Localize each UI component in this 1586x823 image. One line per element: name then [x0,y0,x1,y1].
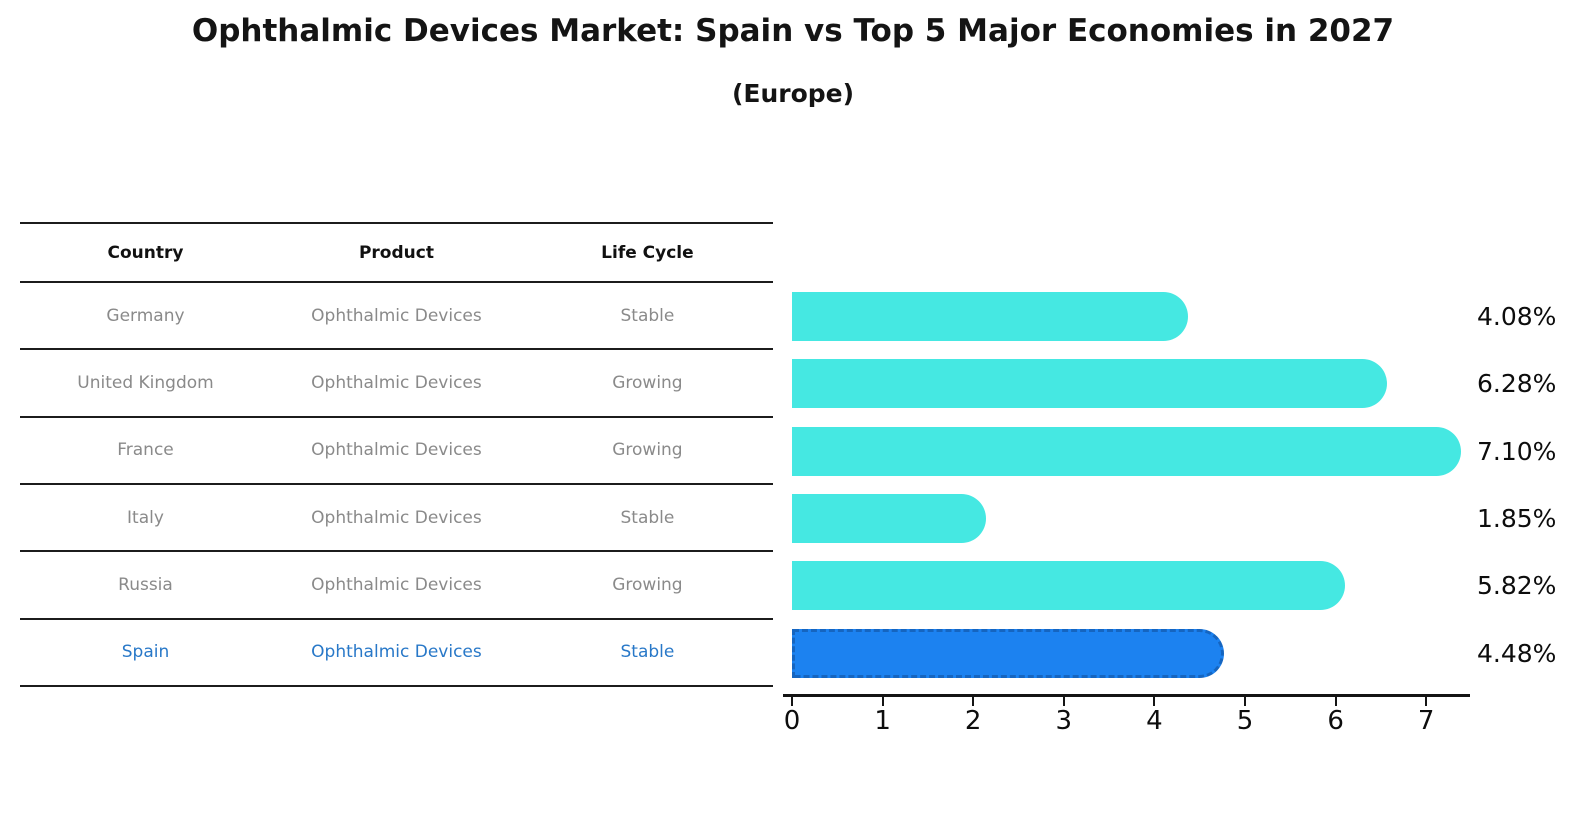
x-tick-mark [791,697,793,706]
bar-plot-area [792,283,1470,687]
chart-subtitle: (Europe) [731,79,855,108]
x-tick-mark [881,697,884,706]
value-label-row: 1.85% [1477,485,1586,552]
table-cell-lifecycle: Growing [612,372,683,393]
table-row: Spain Ophthalmic Devices Stable [20,620,773,687]
table-cell-country: United Kingdom [77,372,214,393]
value-label-row: 5.82% [1477,552,1586,619]
bar [792,494,986,544]
value-label-row: 4.48% [1477,620,1586,687]
data-table: Country Product Life Cycle Germany Ophth… [20,222,773,687]
table-row: Germany Ophthalmic Devices Stable [20,283,773,351]
bar [792,292,1188,342]
table-cell-country: Russia [118,574,173,595]
table-header-country: Country [107,242,184,263]
table-cell-lifecycle: Growing [612,574,683,595]
table-row: Italy Ophthalmic Devices Stable [20,485,773,553]
x-tick-mark [1244,697,1246,706]
table-cell-country: Italy [127,507,164,528]
value-label: 1.85% [1477,504,1557,534]
value-label: 5.82% [1477,571,1557,601]
x-tick-label: 3 [1055,706,1073,736]
x-tick-label: 7 [1417,706,1435,736]
bar-row [792,485,1470,552]
table-cell-country: France [117,440,174,461]
value-label: 4.48% [1477,638,1557,668]
bar-row [792,552,1470,619]
bar-row [792,418,1470,485]
table-cell-lifecycle: Stable [620,507,675,528]
x-axis-ticks: 0 1 2 3 4 5 6 7 [784,697,1470,742]
x-tick-mark [1334,697,1337,706]
x-tick-mark [1425,697,1428,706]
bar [792,561,1346,611]
bar-row [792,283,1470,350]
value-label-row: 6.28% [1477,350,1586,417]
value-label: 7.10% [1477,436,1557,466]
table-row: France Ophthalmic Devices Growing [20,418,773,485]
table-cell-product: Ophthalmic Devices [311,305,482,326]
table-row: United Kingdom Ophthalmic Devices Growin… [20,350,773,418]
x-tick-mark [972,697,975,706]
table-header-lifecycle: Life Cycle [601,242,694,263]
table-cell-country: Spain [121,642,170,663]
x-tick-label: 6 [1327,706,1344,736]
table-cell-lifecycle: Growing [612,440,683,461]
x-axis-line [783,694,1470,697]
bar [792,359,1387,409]
table-cell-lifecycle: Stable [620,305,675,326]
table-cell-product: Ophthalmic Devices [311,507,482,528]
table-body: Germany Ophthalmic Devices Stable United… [20,283,773,687]
table-cell-product: Ophthalmic Devices [311,440,482,461]
table-header-row: Country Product Life Cycle [20,222,773,283]
value-label: 6.28% [1477,369,1557,399]
table-cell-country: Germany [106,305,185,326]
table-cell-lifecycle: Stable [620,642,675,663]
bar-highlight [792,628,1224,678]
value-label-row: 4.08% [1477,283,1586,350]
table-cell-product: Ophthalmic Devices [311,574,482,595]
value-labels-column: 4.08% 6.28% 7.10% 1.85% 5.82% 4.48% [1477,283,1586,687]
table-row: Russia Ophthalmic Devices Growing [20,552,773,620]
x-tick-label: 4 [1146,706,1163,736]
chart-title: Ophthalmic Devices Market: Spain vs Top … [191,13,1395,49]
bar-row [792,620,1470,687]
table-cell-product: Ophthalmic Devices [311,372,482,393]
x-tick-label: 5 [1236,706,1254,736]
value-label: 4.08% [1477,302,1557,332]
bar [792,426,1462,476]
x-tick-mark [1153,697,1156,706]
bar-row [792,350,1470,417]
x-tick-label: 2 [964,706,982,736]
x-tick-mark [1062,697,1065,706]
x-tick-label: 0 [783,706,801,736]
value-label-row: 7.10% [1477,418,1586,485]
x-tick-label: 1 [874,706,891,736]
table-cell-product: Ophthalmic Devices [311,642,482,663]
table-header-product: Product [358,242,434,263]
